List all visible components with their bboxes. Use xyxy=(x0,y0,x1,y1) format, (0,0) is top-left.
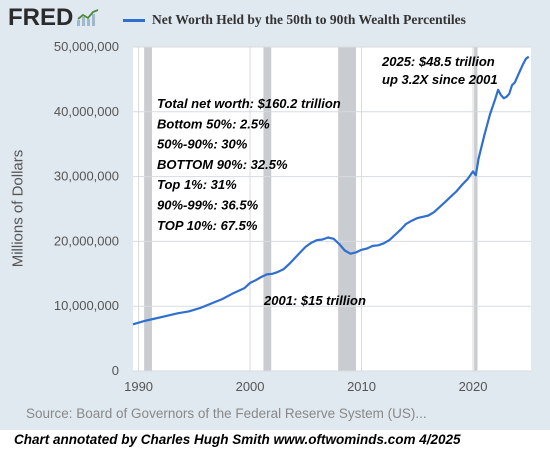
legend-series-title: Net Worth Held by the 50th to 90th Wealt… xyxy=(152,12,466,27)
y-tick-label: 20,000,000 xyxy=(54,233,119,248)
recession-band xyxy=(474,47,478,371)
sparkline-icon xyxy=(77,9,99,26)
y-tick-label: 10,000,000 xyxy=(54,298,119,313)
plot-area xyxy=(133,47,531,371)
x-tick-label: 2000 xyxy=(236,379,265,394)
recession-band xyxy=(263,47,272,371)
breakdown-annotation: BOTTOM 90%: 32.5% xyxy=(157,157,288,172)
y-tick-label: 0 xyxy=(112,363,119,378)
breakdown-annotation: TOP 10%: 67.5% xyxy=(157,218,258,233)
fred-logo-text: FRED xyxy=(8,4,74,31)
fred-logo[interactable]: FRED xyxy=(8,3,99,33)
growth-annotation: up 3.2X since 2001 xyxy=(382,72,498,87)
y-tick-label: 40,000,000 xyxy=(54,104,119,119)
breakdown-annotation: Total net worth: $160.2 trillion xyxy=(157,96,341,111)
recent-value-annotation: 2025: $48.5 trillion xyxy=(381,54,495,69)
x-tick-label: 1990 xyxy=(124,379,153,394)
y-tick-label: 30,000,000 xyxy=(54,169,119,184)
chart-legend: Net Worth Held by the 50th to 90th Wealt… xyxy=(123,12,466,28)
source-note: Source: Board of Governors of the Federa… xyxy=(26,406,427,421)
chart-credit: Chart annotated by Charles Hugh Smith ww… xyxy=(14,432,461,447)
series-line xyxy=(132,55,530,326)
x-tick-label: 2020 xyxy=(459,379,488,394)
breakdown-annotation: Top 1%: 31% xyxy=(157,177,237,192)
line-chart: 0 10,000,000 20,000,000 30,000,000 40,000,00… xyxy=(54,39,531,394)
recession-band xyxy=(144,47,152,371)
breakdown-annotation: 90%-99%: 36.5% xyxy=(157,198,259,213)
start-value-annotation: 2001: $15 trillion xyxy=(263,293,366,308)
recession-band xyxy=(338,47,356,371)
breakdown-annotation: 50%-90%: 30% xyxy=(157,137,248,152)
y-tick-label: 50,000,000 xyxy=(54,39,119,54)
legend-line-swatch xyxy=(123,18,145,22)
x-tick-label: 2010 xyxy=(347,379,376,394)
breakdown-annotation: Bottom 50%: 2.5% xyxy=(157,116,270,131)
